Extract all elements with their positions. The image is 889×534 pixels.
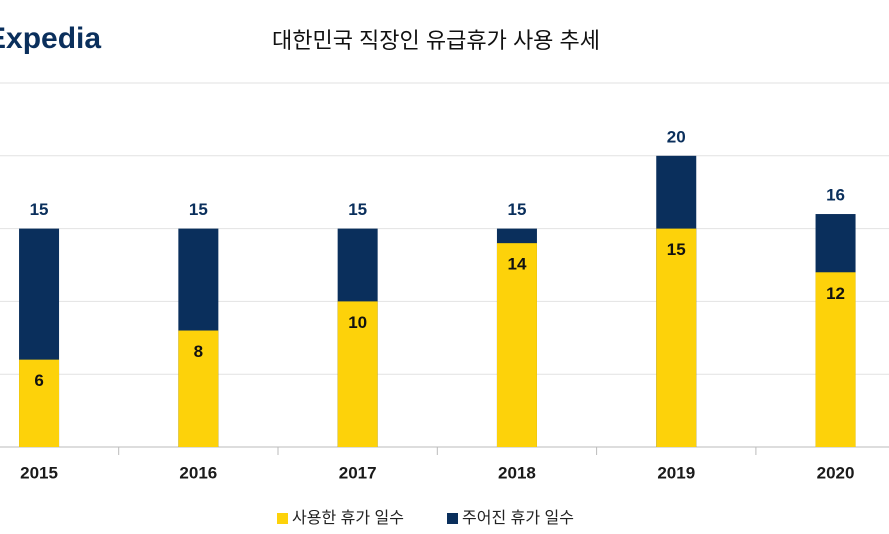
value-label: 12 xyxy=(826,284,845,303)
bar xyxy=(815,272,856,447)
value-label: 15 xyxy=(507,200,526,219)
bar xyxy=(656,228,697,447)
value-label: 10 xyxy=(348,313,367,332)
value-label: 8 xyxy=(194,342,203,361)
value-label: 14 xyxy=(507,255,526,274)
bar xyxy=(496,243,537,447)
x-tick-label: 2019 xyxy=(657,463,695,482)
bar xyxy=(178,330,219,447)
legend-swatch xyxy=(277,513,288,524)
value-label: 6 xyxy=(34,371,43,390)
x-tick-label: 2016 xyxy=(179,463,217,482)
bar xyxy=(19,359,60,447)
x-tick-label: 2020 xyxy=(817,463,855,482)
legend-swatch xyxy=(447,513,458,524)
chart-title: 대한민국 직장인 유급휴가 사용 추세 xyxy=(272,28,600,53)
legend-label: 사용한 휴가 일수 xyxy=(292,509,404,527)
value-label: 15 xyxy=(30,200,49,219)
x-tick-label: 2015 xyxy=(20,463,58,482)
x-tick-label: 2017 xyxy=(339,463,377,482)
value-label: 15 xyxy=(667,240,686,259)
value-label: 15 xyxy=(189,200,208,219)
legend-label: 주어진 휴가 일수 xyxy=(462,509,574,527)
value-label: 16 xyxy=(826,186,845,205)
bar xyxy=(337,301,378,447)
x-tick-label: 2018 xyxy=(498,463,536,482)
logo: Expedia xyxy=(0,22,101,55)
value-label: 20 xyxy=(667,127,686,146)
value-label: 15 xyxy=(348,200,367,219)
